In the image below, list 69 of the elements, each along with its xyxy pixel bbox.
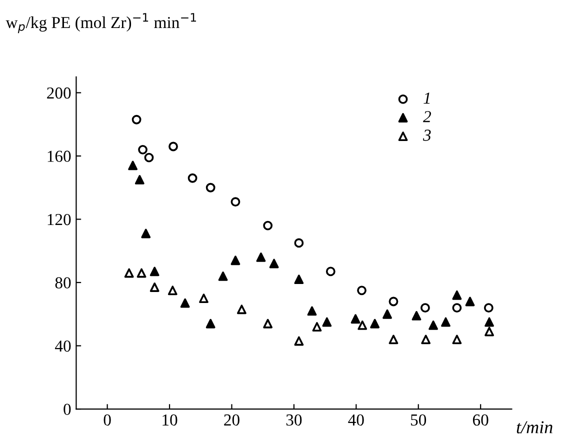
point [230,197,240,207]
point [168,142,178,152]
legend-label: 2 [423,111,431,122]
point [180,298,190,308]
point [421,334,431,344]
y-tick-label: 80 [55,277,71,288]
point [236,304,246,314]
point [294,336,304,346]
legend-label: 3 [423,130,431,141]
point [128,160,138,170]
y-tick-label: 120 [48,214,71,226]
x-tick-label: 50 [411,414,426,426]
x-tick-label: 0 [104,414,111,426]
point [138,144,148,154]
point [132,114,142,124]
point [326,266,336,276]
point [230,256,240,266]
point [441,317,450,327]
point [168,286,178,296]
point [452,334,462,344]
point [370,318,380,328]
point [358,320,368,330]
point [150,266,160,276]
point [206,182,216,192]
point [206,318,216,328]
x-tick-label: 10 [162,414,178,426]
point [294,274,304,284]
point [388,334,398,344]
point [269,258,279,268]
point [484,326,494,336]
point [124,268,134,278]
y-tick-label: 160 [48,150,71,162]
y-tick-label: 40 [55,340,71,352]
x-axis-title: t/min [516,421,552,434]
y-tick-label: 0 [64,404,71,415]
point [484,317,494,327]
point [150,282,160,292]
point [484,303,494,313]
point [144,152,154,162]
point [294,238,304,248]
point [188,173,198,183]
point [136,268,146,278]
point [420,303,430,313]
point [141,228,151,238]
point [134,175,144,184]
point [199,294,208,304]
point [428,320,438,330]
x-tick-label: 30 [286,414,302,426]
point [256,252,266,262]
point [263,318,273,328]
point [357,286,366,296]
point [452,290,462,300]
point [452,303,462,313]
x-tick-label: 40 [348,414,364,426]
point [307,306,317,316]
legend-label: 1 [424,92,430,104]
point [465,296,475,306]
x-tick-label: 60 [472,414,488,426]
point [263,220,273,230]
point [388,296,398,306]
point [312,322,322,332]
point [218,271,228,281]
point [382,309,392,319]
point [350,314,360,324]
y-axis-title: w$_{p}$/kg PE (mol Zr)$^{−1}$ min$^{−1}$ [6,13,196,34]
point [412,311,422,320]
point [322,317,332,327]
y-tick-label: 200 [47,87,71,99]
x-tick-label: 20 [224,414,240,426]
